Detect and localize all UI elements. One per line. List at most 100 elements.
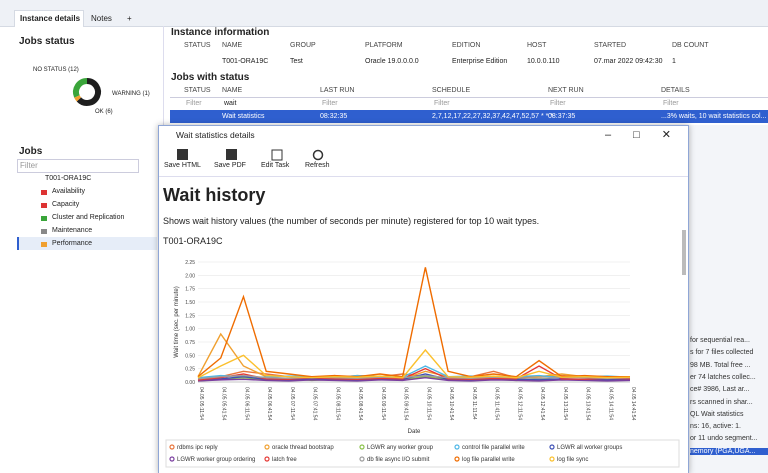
column-filter[interactable]: Filter [550, 100, 566, 107]
column-header[interactable]: NAME [222, 42, 243, 49]
x-tick-label: 04.05 08:11:54 [334, 387, 340, 420]
cell[interactable]: ...3% waits, 10 wait statistics col... [661, 113, 767, 120]
x-tick-label: 04.05 13:41:54 [585, 387, 591, 421]
x-tick-label: 04.05 14:11:54 [607, 387, 613, 420]
column-header[interactable]: STATUS [184, 42, 211, 49]
column-header[interactable]: PLATFORM [365, 42, 403, 49]
legend-label: log file parallel write [462, 457, 515, 463]
tab[interactable]: + [127, 14, 132, 23]
column-filter[interactable]: Filter [186, 100, 202, 107]
tree-item[interactable]: Capacity [52, 201, 80, 208]
column-header[interactable]: GROUP [290, 42, 316, 49]
column-header[interactable]: EDITION [452, 42, 481, 49]
dialog-instance: T001-ORA19C [163, 236, 223, 246]
legend-swatch [549, 444, 555, 450]
y-tick-label: 1.50 [185, 300, 195, 306]
legend-swatch [264, 444, 270, 450]
detail-text: rs scanned in shar... [690, 398, 753, 406]
dialog-toolbar-line [159, 176, 688, 177]
y-tick-label: 0.25 [185, 367, 195, 373]
column-filter[interactable]: Filter [434, 100, 450, 107]
column-filter[interactable]: Filter [322, 100, 338, 107]
tab[interactable]: Notes [91, 14, 112, 23]
column-filter[interactable]: wait [224, 100, 237, 107]
x-axis-label: Date [408, 429, 421, 435]
x-tick-label: 04.05 09:11:54 [380, 387, 386, 420]
toolbar-button[interactable]: Save PDF [214, 162, 246, 169]
column-header[interactable]: NEXT RUN [548, 87, 584, 94]
right-background [688, 125, 768, 473]
donut-segment[interactable] [76, 78, 101, 106]
column-header[interactable]: DETAILS [661, 87, 690, 94]
status-donut [73, 78, 101, 106]
tree-selection [19, 237, 157, 250]
detail-text: ns: 16, active: 1. [690, 423, 741, 431]
column-header[interactable]: DB COUNT [672, 42, 709, 49]
y-tick-label: 1.75 [185, 287, 195, 293]
legend-label: control file parallel write [462, 445, 525, 451]
toolbar-button[interactable]: Edit Task [261, 162, 290, 169]
dialog-description: Shows wait history values (the number of… [163, 216, 540, 226]
wait-chart: 0.00 0.25 0.50 0.75 1.00 1.25 1.50 1.75 2.00 2.25… [165, 260, 680, 468]
cell: 1 [672, 58, 676, 65]
legend-swatch [359, 444, 365, 450]
column-header[interactable]: HOST [527, 42, 547, 49]
tree-selection-marker [17, 237, 19, 250]
cell[interactable]: Wait statistics [222, 113, 265, 120]
x-tick-label: 04.05 08:41:54 [357, 387, 363, 421]
dialog-controls[interactable]: –□✕ [605, 129, 693, 141]
filter-placeholder[interactable]: Filter [20, 161, 38, 170]
tree-icon [41, 242, 47, 247]
legend-label: db file async I/O submit [367, 457, 430, 463]
toolbar-button[interactable]: Refresh [305, 162, 330, 169]
cell: Test [290, 58, 303, 65]
series-line [197, 374, 631, 380]
y-tick-label: 2.25 [185, 260, 195, 266]
column-header[interactable]: STARTED [594, 42, 627, 49]
dialog-scrollbar[interactable] [682, 230, 686, 275]
tab-bar [0, 0, 768, 27]
donut-label: NO STATUS (12) [33, 67, 79, 73]
x-tick-label: 04.05 10:11:54 [425, 387, 431, 420]
tree-item[interactable]: Cluster and Replication [52, 214, 125, 221]
tree-root[interactable]: T001-ORA19C [45, 175, 92, 182]
donut-segment[interactable] [74, 95, 82, 102]
tab[interactable]: Instance details [20, 14, 81, 23]
legend-label: LGWR worker group ordering [177, 457, 255, 463]
x-tick-label: 04.05 14:41:54 [630, 387, 636, 421]
tree-item[interactable]: Maintenance [52, 227, 93, 234]
section-title: Jobs with status [171, 72, 250, 83]
legend-label: oracle thread bootstrap [272, 445, 334, 451]
y-axis-label: Wait time (sec. per minute) [174, 286, 180, 357]
cell[interactable]: 08:32:35 [320, 113, 348, 120]
column-filter[interactable]: Filter [663, 100, 679, 107]
dialog-heading: Wait history [163, 185, 266, 205]
column-header[interactable]: NAME [222, 87, 243, 94]
legend-swatch [359, 456, 365, 462]
legend-box [165, 439, 680, 468]
tree-item[interactable]: Availability [52, 188, 85, 195]
y-tick-label: 1.25 [185, 313, 195, 319]
column-header[interactable]: STATUS [184, 87, 211, 94]
column-header[interactable]: SCHEDULE [432, 87, 471, 94]
cell: T001-ORA19C [222, 58, 269, 65]
legend-label: latch free [272, 457, 297, 463]
y-tick-label: 0.75 [185, 340, 195, 346]
toolbar-button[interactable]: Save HTML [164, 162, 201, 169]
series-line [197, 377, 631, 382]
legend-label: log file sync [557, 457, 588, 463]
detail-text: er 74 latches collec... [690, 373, 756, 381]
y-tick-label: 0.50 [185, 353, 195, 359]
tree-item[interactable]: Performance [52, 240, 93, 247]
donut-label: OK (6) [95, 109, 113, 115]
legend-swatch [264, 456, 270, 462]
cell[interactable]: 2,7,12,17,22,27,32,37,42,47,52,57 * * * [432, 113, 554, 120]
tree-icon [41, 203, 47, 208]
jobs-header-line [170, 97, 768, 98]
cell[interactable]: 08:37:35 [548, 113, 576, 120]
x-tick-label: 04.05 06:11:54 [243, 387, 249, 420]
jobs-filter-box[interactable] [17, 159, 139, 173]
column-header[interactable]: LAST RUN [320, 87, 355, 94]
legend-swatch [454, 456, 460, 462]
donut-segment[interactable] [73, 78, 88, 98]
